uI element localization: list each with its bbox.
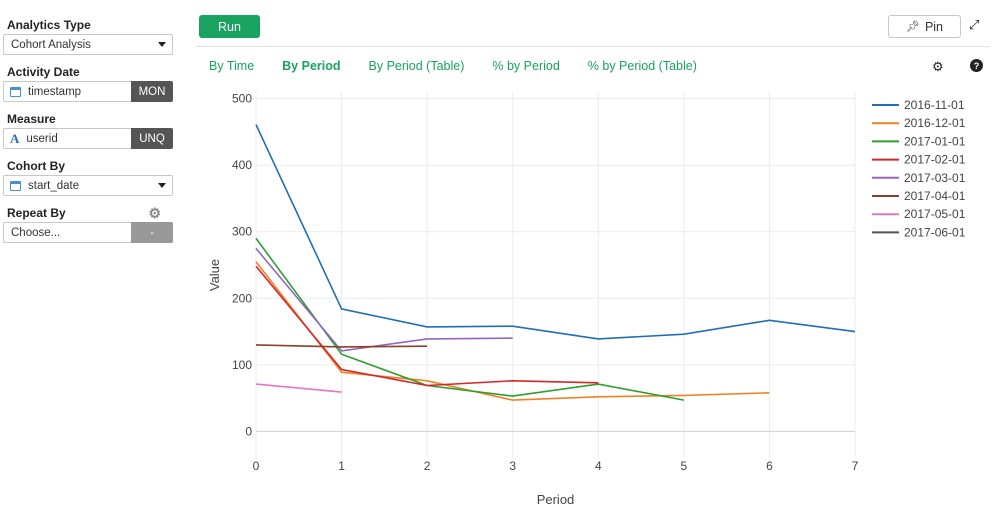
toolbar-divider [196, 46, 990, 47]
legend-label: 2017-01-01 [904, 134, 966, 148]
y-tick-label: 500 [232, 92, 252, 106]
y-tick-label: 0 [245, 424, 252, 438]
x-tick-label: 2 [424, 459, 431, 473]
view-tabs: By Time By Period By Period (Table) % by… [209, 59, 725, 73]
series-line [255, 383, 342, 393]
cohort-by-select[interactable]: start_date [3, 175, 173, 196]
run-button[interactable]: Run [199, 15, 260, 38]
tab-percent-by-period[interactable]: % by Period [492, 59, 560, 73]
legend-label: 2017-02-01 [904, 153, 966, 167]
chevron-down-icon [158, 183, 166, 188]
legend-label: 2017-03-01 [904, 171, 966, 185]
activity-date-field[interactable]: timestamp MON [3, 81, 173, 102]
gear-icon[interactable]: ⚙ [148, 205, 161, 221]
text-type-icon: A [10, 130, 20, 146]
y-tick-label: 300 [232, 225, 252, 239]
repeat-by-placeholder: Choose... [11, 226, 61, 239]
x-tick-label: 1 [338, 459, 345, 473]
cohort-by-label: Cohort By [7, 159, 65, 173]
tab-percent-by-period-table[interactable]: % by Period (Table) [587, 59, 697, 73]
legend-label: 2017-05-01 [904, 207, 966, 221]
measure-value: userid [26, 132, 58, 145]
main-panel: Run 📌︎ Pin ⤢ By Time By Period By Period… [196, 0, 1000, 512]
legend-label: 2017-06-01 [904, 225, 966, 239]
legend-label: 2016-12-01 [904, 116, 966, 130]
series-line [255, 265, 599, 387]
pin-button[interactable]: 📌︎ Pin [888, 15, 961, 38]
series-line [255, 261, 770, 401]
y-tick-label: 200 [232, 291, 252, 305]
calendar-icon [10, 86, 21, 97]
x-tick-label: 0 [253, 459, 260, 473]
x-tick-label: 3 [509, 459, 516, 473]
y-tick-label: 400 [232, 158, 252, 172]
calendar-icon [10, 180, 21, 191]
chevron-down-icon [158, 42, 166, 47]
cohort-by-value: start_date [28, 179, 80, 192]
help-icon[interactable]: ? [970, 59, 983, 72]
tab-by-time[interactable]: By Time [209, 59, 255, 73]
series-line [255, 247, 513, 352]
gear-icon[interactable]: ⚙ [932, 59, 944, 74]
analytics-type-value: Cohort Analysis [11, 38, 91, 51]
tab-by-period-table[interactable]: By Period (Table) [368, 59, 465, 73]
legend-label: 2016-11-01 [904, 98, 965, 112]
analytics-type-select[interactable]: Cohort Analysis [3, 34, 173, 55]
x-tick-label: 5 [681, 459, 688, 473]
series-line [255, 124, 856, 340]
y-axis-title: Value [207, 259, 222, 291]
activity-date-aggregation-button[interactable]: MON [131, 81, 173, 102]
pin-label: Pin [924, 19, 944, 34]
x-tick-label: 6 [766, 459, 773, 473]
x-tick-label: 7 [852, 459, 859, 473]
x-axis-title: Period [537, 492, 575, 507]
tab-by-period[interactable]: By Period [282, 59, 341, 73]
measure-aggregation-button[interactable]: UNQ [131, 128, 173, 149]
y-tick-label: 100 [232, 358, 252, 372]
expand-icon[interactable]: ⤢ [969, 17, 980, 32]
measure-field[interactable]: A userid UNQ [3, 128, 173, 149]
repeat-by-label: Repeat By ⚙ [7, 205, 161, 221]
pin-icon: 📌︎ [905, 21, 920, 33]
activity-date-value: timestamp [28, 85, 82, 98]
repeat-by-select[interactable]: Choose... - [3, 222, 173, 243]
legend-label: 2017-04-01 [904, 189, 966, 203]
x-tick-label: 4 [595, 459, 602, 473]
cohort-line-chart: 0 1 2 3 4 5 6 7 0 100 200 300 400 500 Period Value 2016-… [207, 92, 966, 507]
activity-date-label: Activity Date [7, 65, 80, 79]
sidebar: Analytics Type Cohort Analysis Activity … [0, 0, 180, 512]
series-line [255, 344, 428, 348]
repeat-by-button[interactable]: - [131, 222, 173, 243]
measure-label: Measure [7, 112, 56, 126]
analytics-type-label: Analytics Type [7, 18, 91, 32]
